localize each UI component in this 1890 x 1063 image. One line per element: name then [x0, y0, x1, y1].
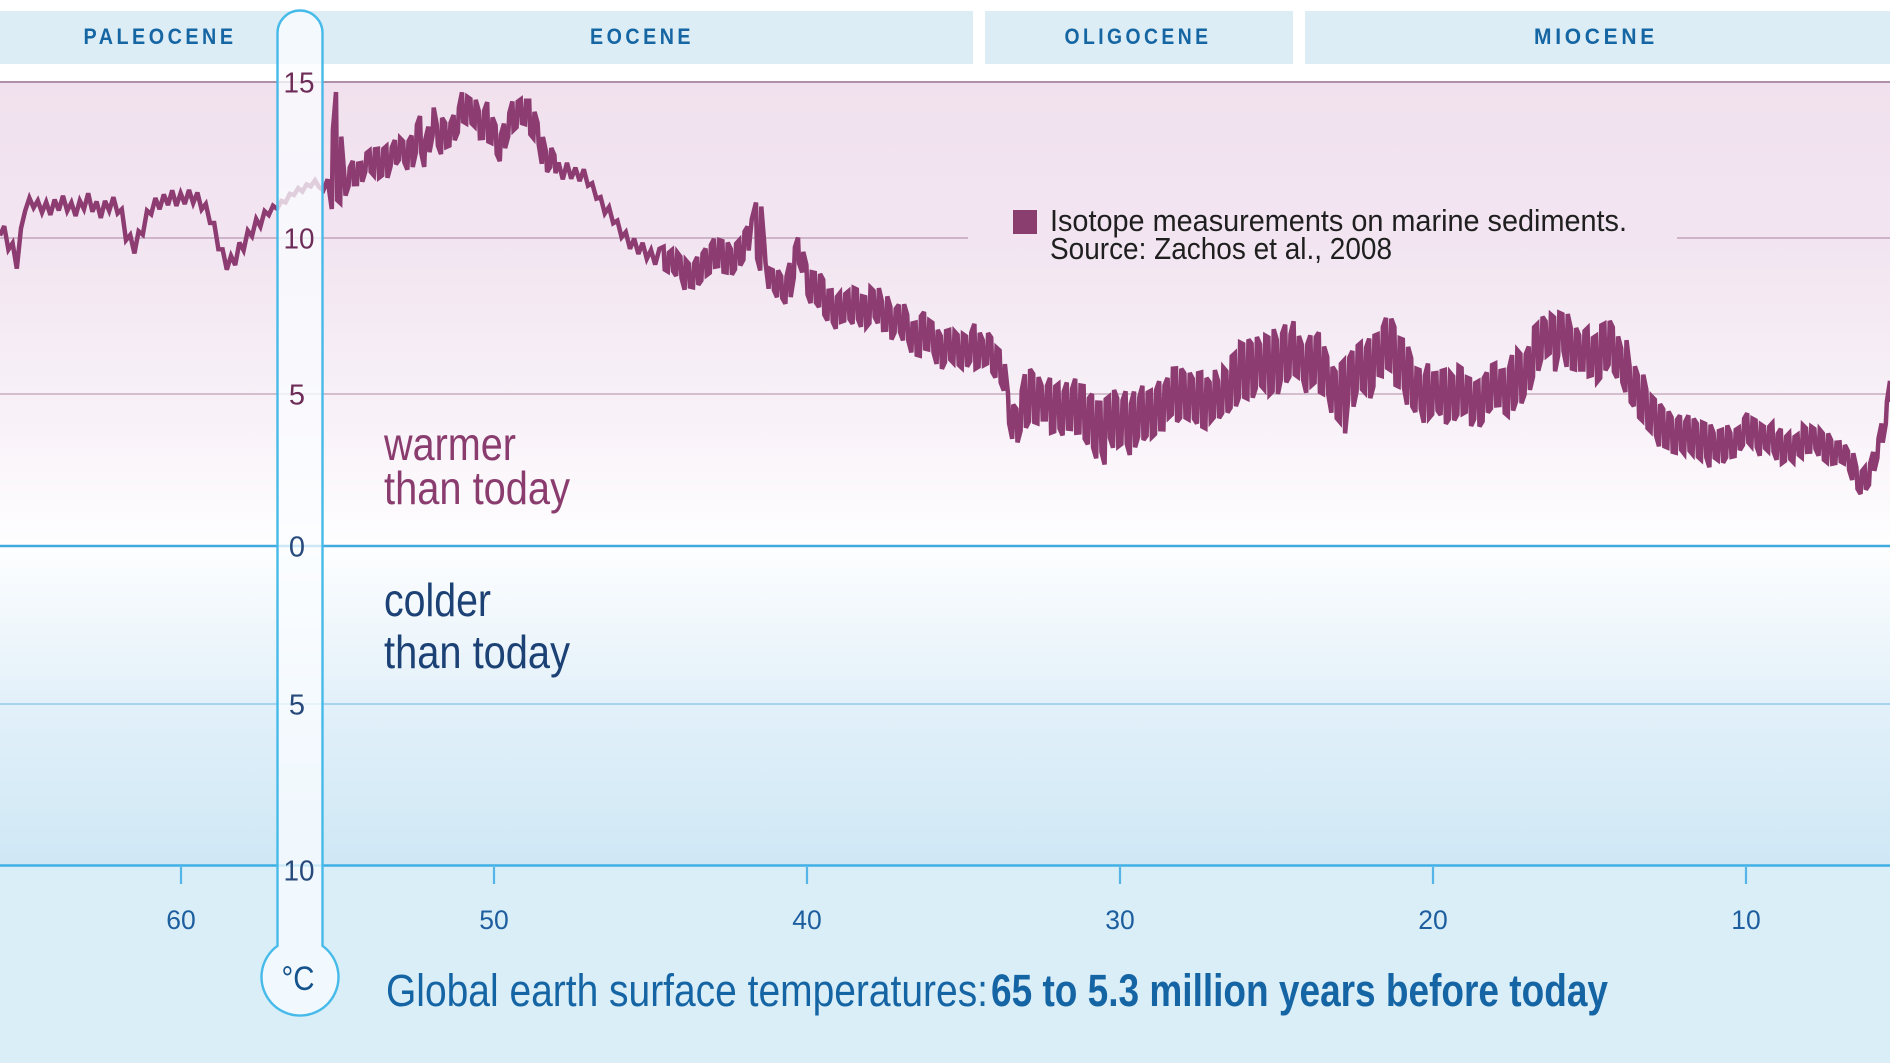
- svg-text:Source: Zachos et al., 2008: Source: Zachos et al., 2008: [1050, 231, 1392, 266]
- svg-text:Isotope measurements on marine: Isotope measurements on marine sediments…: [1050, 203, 1627, 238]
- svg-text:40: 40: [792, 905, 821, 935]
- svg-text:warmer: warmer: [383, 418, 516, 470]
- svg-text:10: 10: [1731, 905, 1760, 935]
- svg-text:OLIGOCENE: OLIGOCENE: [1065, 24, 1212, 49]
- svg-text:20: 20: [1418, 905, 1447, 935]
- svg-text:10: 10: [284, 856, 315, 888]
- svg-text:EOCENE: EOCENE: [590, 24, 694, 49]
- svg-text:PALEOCENE: PALEOCENE: [84, 24, 237, 49]
- svg-text:5: 5: [289, 380, 305, 412]
- svg-text:30: 30: [1105, 905, 1134, 935]
- svg-text:Global earth surface temperatu: Global earth surface temperatures:: [386, 965, 988, 1016]
- svg-text:than today: than today: [384, 462, 570, 514]
- svg-text:5: 5: [289, 690, 305, 722]
- svg-text:MIOCENE: MIOCENE: [1534, 24, 1658, 49]
- svg-text:15: 15: [284, 68, 315, 100]
- svg-text:colder: colder: [384, 574, 491, 626]
- svg-text:0: 0: [289, 532, 305, 564]
- svg-text:50: 50: [479, 905, 508, 935]
- svg-text:60: 60: [166, 905, 195, 935]
- svg-text:65 to 5.3 million years before: 65 to 5.3 million years before today: [991, 965, 1609, 1016]
- svg-text:10: 10: [284, 224, 315, 256]
- svg-text:°C: °C: [282, 960, 315, 998]
- svg-text:than today: than today: [384, 626, 570, 678]
